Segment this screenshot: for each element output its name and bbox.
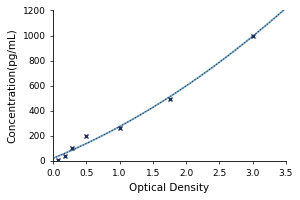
X-axis label: Optical Density: Optical Density (129, 183, 210, 193)
Y-axis label: Concentration(pg/mL): Concentration(pg/mL) (7, 28, 17, 143)
